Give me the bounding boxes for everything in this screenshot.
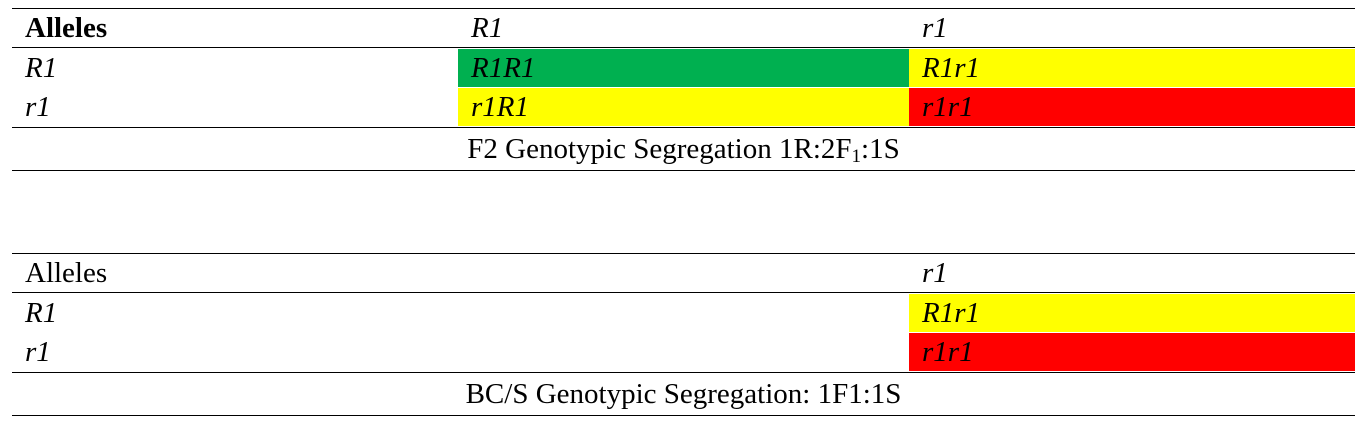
header-rule [12, 292, 1355, 293]
body-rule [12, 372, 1355, 373]
caption-text-end: :1S [861, 133, 900, 165]
header-row: Alleles r1 [12, 254, 1355, 292]
genotype-cell-R1R1: R1R1 [458, 49, 909, 87]
top-rule [12, 8, 1355, 9]
top-rule [12, 253, 1355, 254]
row-label-r1: r1 [25, 336, 51, 368]
genotype-cell-R1r1: R1r1 [909, 294, 1355, 332]
segregation-caption: F2 Genotypic Segregation 1R:2F1:1S [12, 129, 1355, 169]
row-label-R1: R1 [25, 52, 58, 84]
header-alleles: Alleles [25, 12, 108, 44]
header-rule [12, 47, 1355, 48]
header-allele-R1: R1 [471, 12, 504, 44]
genotype-cell-r1r1: r1r1 [909, 88, 1355, 126]
table-row: r1 r1R1 r1r1 [12, 88, 1355, 126]
header-allele-r1: r1 [922, 12, 948, 44]
header-row: Alleles R1 r1 [12, 9, 1355, 47]
segregation-caption: BC/S Genotypic Segregation: 1F1:1S [465, 378, 902, 410]
caption-subscript: 1 [851, 146, 862, 167]
genotype-cell-R1r1: R1r1 [909, 49, 1355, 87]
table-row: r1 r1r1 [12, 333, 1355, 371]
empty-cell [458, 333, 909, 371]
row-label-r1: r1 [25, 91, 51, 123]
bottom-rule [12, 170, 1355, 171]
table-row: R1 R1R1 R1r1 [12, 49, 1355, 87]
header-alleles: Alleles [25, 257, 108, 289]
row-label-R1: R1 [25, 297, 58, 329]
genotype-cell-r1R1: r1R1 [458, 88, 909, 126]
bottom-rule [12, 415, 1355, 416]
empty-cell [458, 294, 909, 332]
header-allele-r1: r1 [922, 257, 948, 289]
caption-text: F2 Genotypic Segregation 1R:2F [467, 133, 852, 165]
genotype-cell-r1r1: r1r1 [909, 333, 1355, 371]
header-empty [458, 254, 909, 292]
table-row: R1 R1r1 [12, 294, 1355, 332]
body-rule [12, 127, 1355, 128]
